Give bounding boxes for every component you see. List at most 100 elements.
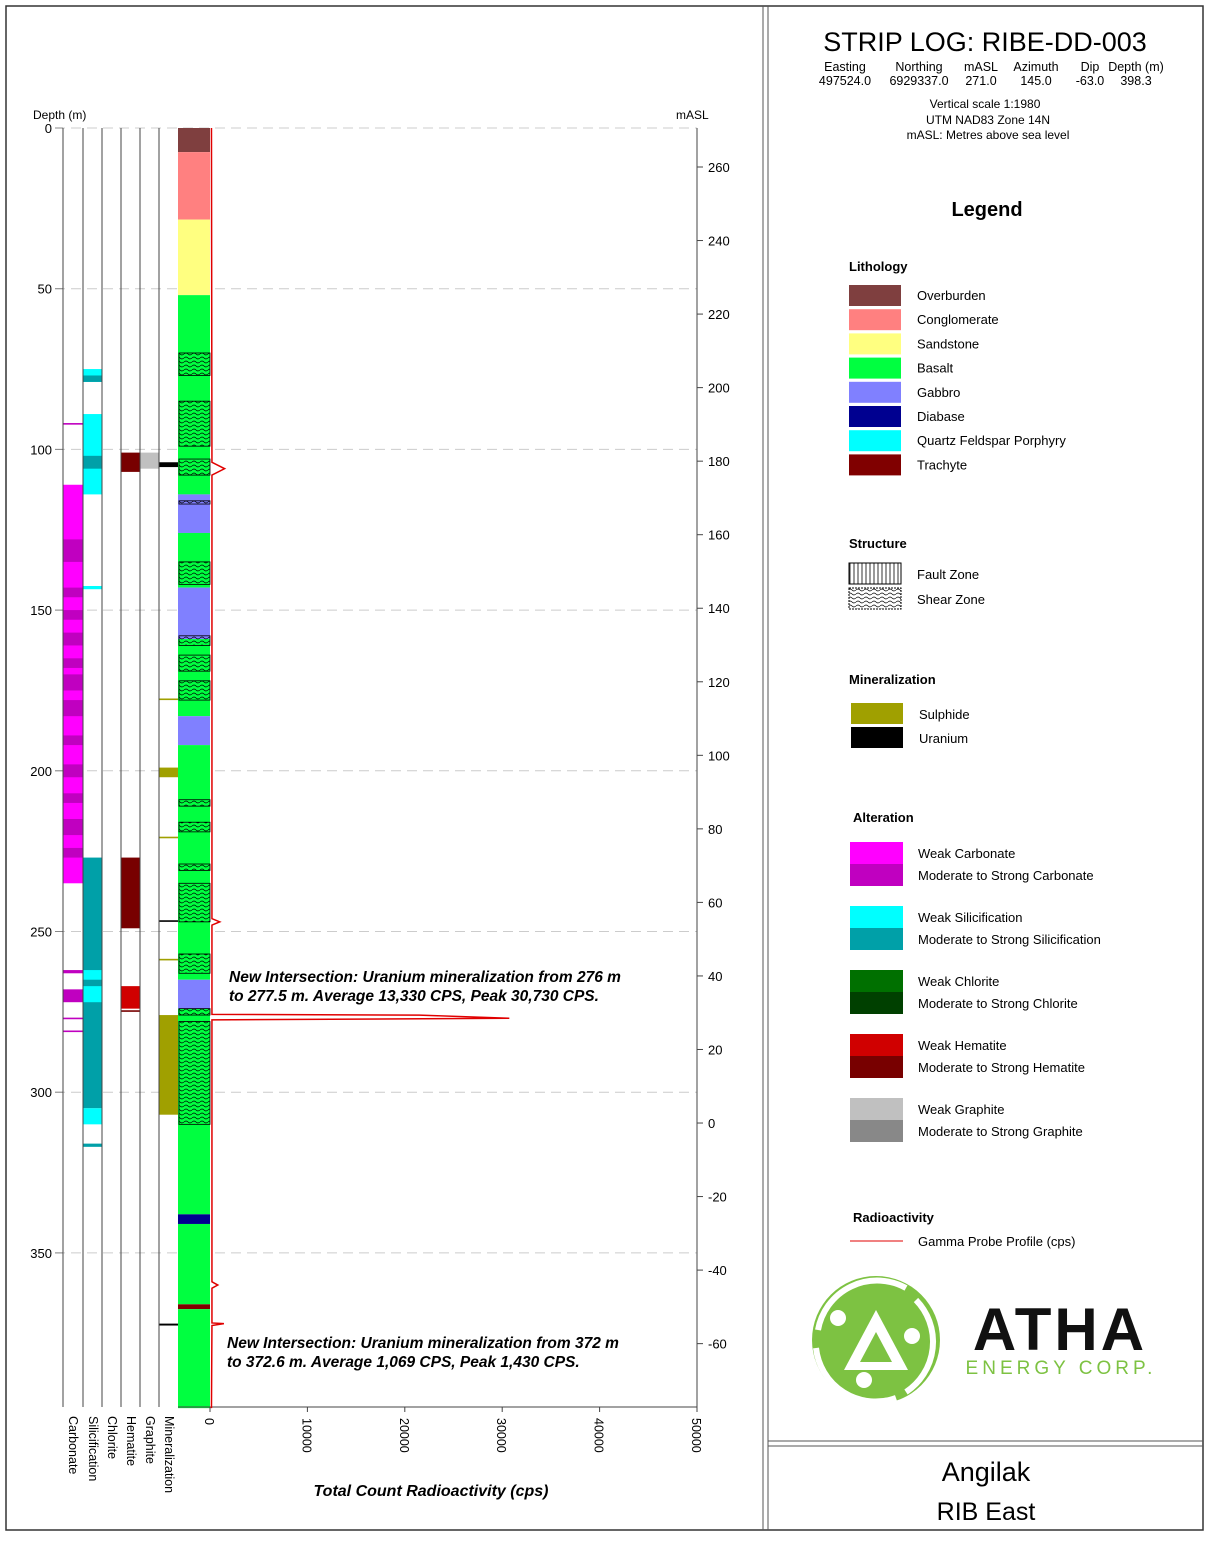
lithology-interval xyxy=(178,716,210,746)
shear-zone-interval xyxy=(178,458,211,476)
legend-item-label: Moderate to Strong Silicification xyxy=(918,932,1101,947)
legend-alteration-title: Alteration xyxy=(853,810,914,825)
legend-item-label: Weak Graphite xyxy=(918,1102,1004,1117)
logo-subtitle: ENERGY CORP. xyxy=(966,1358,1157,1379)
lithology-interval xyxy=(178,152,210,220)
shear-zone-interval xyxy=(178,953,211,974)
legend-swatch xyxy=(850,1120,903,1142)
depth-tick-label: 250 xyxy=(30,925,52,940)
depth-tick-label: 50 xyxy=(38,282,52,297)
legend-item-label: Moderate to Strong Hematite xyxy=(918,1060,1085,1075)
legend-swatch xyxy=(850,1034,903,1056)
silicification-interval xyxy=(83,455,102,469)
legend-item-label: Trachyte xyxy=(917,457,967,472)
legend-swatch xyxy=(851,703,903,724)
mineralization-interval xyxy=(159,462,178,468)
shear-zone-interval xyxy=(178,352,211,376)
legend-item-label: Moderate to Strong Carbonate xyxy=(918,868,1094,883)
legend-item-label: Gamma Probe Profile (cps) xyxy=(918,1234,1076,1249)
masl-tick-label: 200 xyxy=(708,381,730,396)
silicification-interval xyxy=(83,1108,102,1125)
carbonate-interval xyxy=(63,1017,83,1020)
legend-swatch xyxy=(850,842,903,864)
log-area: 0 50 100 150 200 250 300 350 Carbonate Silicifica… xyxy=(30,121,729,1493)
legend-item-label: Sandstone xyxy=(917,336,979,351)
column-label: Mineralization xyxy=(162,1416,176,1493)
masl-tick-label: 20 xyxy=(708,1042,722,1057)
atha-logo xyxy=(812,1276,940,1405)
legend-item-label: Moderate to Strong Chlorite xyxy=(918,996,1078,1011)
hematite-interval xyxy=(121,452,140,472)
masl-tick-label: 260 xyxy=(708,160,730,175)
shear-zone-interval xyxy=(178,635,211,646)
legend-swatch xyxy=(849,333,901,355)
silicification-interval xyxy=(83,970,102,980)
logo-name: ATHA xyxy=(973,1296,1147,1363)
column-label: Silicification xyxy=(86,1416,100,1481)
cps-tick-label: 30000 xyxy=(494,1418,508,1453)
page-border xyxy=(5,5,1204,1531)
carbonate-interval xyxy=(63,674,83,691)
mineralization-interval xyxy=(159,920,178,922)
masl-tick-label: 0 xyxy=(708,1116,715,1131)
cps-tick-label: 10000 xyxy=(299,1418,313,1453)
legend: Lithology Overburden Conglomerate Sandstone… xyxy=(848,259,1101,1249)
masl-axis-label: mASL xyxy=(676,108,709,122)
silicification-interval xyxy=(83,375,102,382)
masl-tick-label: -40 xyxy=(708,1263,727,1278)
column-label: Graphite xyxy=(143,1416,157,1464)
depth-tick-label: 350 xyxy=(30,1246,52,1261)
legend-item-label: Weak Chlorite xyxy=(918,974,999,989)
masl-tick-label: -60 xyxy=(708,1337,727,1352)
carbonate-interval xyxy=(63,700,83,717)
shear-zone-interval xyxy=(178,1008,211,1016)
carbonate-interval xyxy=(63,539,83,562)
mineralization-interval xyxy=(159,958,178,961)
shear-zone-interval xyxy=(178,1021,211,1125)
lithology-interval xyxy=(178,639,210,717)
lithology-interval xyxy=(178,128,210,153)
depth-tick-label: 300 xyxy=(30,1085,52,1100)
depth-tick-label: 150 xyxy=(30,603,52,618)
depth-axis-label: Depth (m) xyxy=(33,108,86,122)
depth-tick-label: 100 xyxy=(30,442,52,457)
note-utm: UTM NAD83 Zone 14N xyxy=(926,113,1050,127)
legend-item-label: Shear Zone xyxy=(917,592,985,607)
legend-item-label: Conglomerate xyxy=(917,312,999,327)
cps-tick-label: 20000 xyxy=(397,1418,411,1453)
carbonate-interval xyxy=(63,847,83,858)
header-field-label: Northing xyxy=(895,60,942,74)
legend-item-label: Weak Silicification xyxy=(918,910,1023,925)
masl-tick-label: 240 xyxy=(708,234,730,249)
mineralization-interval xyxy=(159,1323,178,1326)
mineralization-interval xyxy=(159,698,178,701)
carbonate-interval xyxy=(63,819,83,836)
legend-item-label: Uranium xyxy=(919,731,968,746)
legend-item-label: Moderate to Strong Graphite xyxy=(918,1124,1083,1139)
masl-tick-label: 220 xyxy=(708,307,730,322)
legend-item-label: Diabase xyxy=(917,409,965,424)
project-name: Angilak xyxy=(942,1457,1031,1487)
silicification-interval xyxy=(83,1143,102,1147)
legend-item-label: Basalt xyxy=(917,361,954,376)
masl-tick-label: 40 xyxy=(708,969,722,984)
lithology-interval xyxy=(178,745,210,980)
lithology-interval xyxy=(178,587,210,640)
legend-swatch xyxy=(851,727,903,748)
annotation-1-line1: New Intersection: Uranium mineralization… xyxy=(229,969,621,986)
carbonate-interval xyxy=(63,793,83,803)
column-label: Carbonate xyxy=(66,1416,80,1474)
header-field-value: 497524.0 xyxy=(819,74,871,88)
legend-item-label: Sulphide xyxy=(919,707,970,722)
shear-zone-interval xyxy=(178,882,211,923)
shear-zone-interval xyxy=(178,863,211,871)
lithology-interval xyxy=(178,494,210,533)
fault-zone-swatch xyxy=(848,562,902,585)
legend-item-label: Weak Carbonate xyxy=(918,846,1015,861)
carbonate-interval xyxy=(63,658,83,668)
area-name: RIB East xyxy=(937,1498,1036,1526)
header-field-value: -63.0 xyxy=(1076,74,1105,88)
legend-swatch xyxy=(850,1056,903,1078)
